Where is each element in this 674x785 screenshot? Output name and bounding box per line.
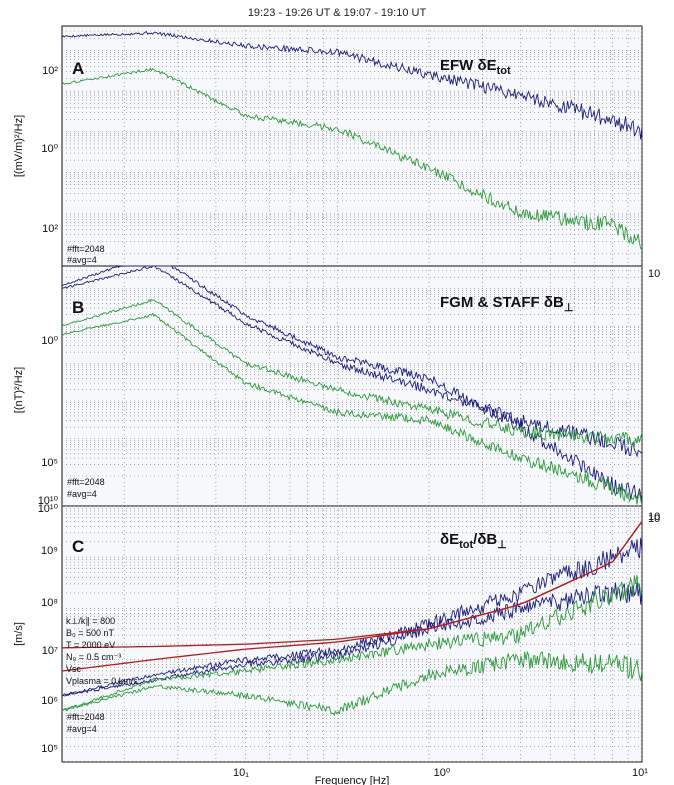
panel-b-series: [61, 265, 643, 506]
panel-c-ylabel: [m/s]: [13, 622, 25, 646]
panel-a-series-0: [61, 31, 643, 140]
panel-a-ytick-3: 10²: [42, 223, 58, 235]
panel-b-ylabel: [(nT)²/Hz]: [13, 367, 25, 413]
panel-b-label: FGM & STAFF δB⊥: [440, 294, 573, 314]
panel-a: A EFW δEtot [(mV/m)²/Hz] 10² 10⁰ 10² 10 …: [13, 25, 660, 280]
panel-c-series-5: [61, 521, 643, 672]
panel-b-series-1: [61, 265, 643, 458]
panel-c-label-sub: tot: [459, 539, 473, 551]
panel-b-ytick-1: 10⁰: [41, 335, 58, 347]
panel-a-ylabel: [(mV/m)²/Hz]: [13, 115, 25, 177]
figure-title: 19:23 - 19:26 UT & 19:07 - 19:10 UT: [248, 7, 427, 19]
panel-a-label-sub: tot: [497, 65, 511, 77]
panel-c-param-2: B₀ = 500 nT: [66, 628, 115, 638]
panel-c-series-2: [61, 575, 643, 712]
panel-a-corner-tick: 10: [648, 268, 660, 280]
panel-a-note-2: #avg=4: [67, 255, 97, 265]
x-tick-3: 10¹: [632, 767, 648, 779]
panel-c-param-6: Vplasma = 0 km/s: [66, 676, 138, 686]
panel-c-label-sub2: ⊥: [497, 539, 507, 551]
panel-c-label: δEtot/δB⊥: [440, 531, 507, 551]
panel-b-corner-tick: 10: [648, 511, 660, 523]
panel-c-ytick-3: 10⁸: [41, 597, 58, 609]
panel-b-ytick-2: 10⁵: [41, 457, 58, 469]
panel-b-series-2: [61, 298, 643, 447]
panel-c-letter: C: [72, 537, 84, 556]
panel-c-series: [61, 521, 643, 716]
panel-a-ytick-1: 10²: [42, 65, 58, 77]
panel-c-ytick-5: 10⁶: [41, 695, 58, 707]
panel-c-ytick-4: 10⁷: [42, 645, 58, 657]
x-axis-label: Frequency [Hz]: [315, 775, 390, 785]
panel-b-note-1: #fft=2048: [67, 477, 105, 487]
panel-c-grid: [62, 505, 643, 763]
panel-c-ytick-1: 10¹⁰: [38, 503, 59, 515]
panel-c-series-3: [61, 650, 643, 716]
panel-c-param-4: N₀ = 0.5 cm⁻³: [66, 652, 121, 662]
panel-c-label-mid: /δB: [473, 531, 497, 548]
panel-c-label-main: δE: [440, 531, 459, 548]
panel-c: C δEtot/δB⊥ [m/s] 10¹⁰ 10⁹ 10⁸ 10⁷ 10⁶ 1…: [13, 503, 660, 763]
panel-b: B FGM & STAFF δB⊥ [(nT)²/Hz] 10⁰ 10⁵ 10¹…: [13, 265, 660, 523]
panel-b-series-3: [61, 312, 643, 506]
panel-b-letter: B: [72, 298, 84, 317]
panel-a-series: [61, 31, 643, 250]
x-tick-2: 10⁰: [434, 767, 451, 779]
panel-b-series-0: [61, 265, 643, 504]
panel-c-series-0: [61, 537, 643, 697]
panel-a-ytick-2: 10⁰: [41, 143, 58, 155]
panel-a-letter: A: [72, 59, 84, 78]
panel-b-ytick-3: 10¹⁰: [38, 495, 59, 507]
panel-b-label-main: FGM & STAFF δB: [440, 294, 564, 311]
panel-a-frame: [61, 25, 643, 267]
panel-c-corner-tick: 10: [648, 513, 660, 525]
panel-a-label-main: EFW δE: [440, 57, 497, 74]
panel-c-ytick-2: 10⁹: [41, 545, 58, 557]
panel-a-grid: [62, 26, 643, 266]
panel-a-series-1: [61, 67, 643, 250]
panel-c-param-5: Vsc: [66, 664, 82, 674]
panel-a-label: EFW δEtot: [440, 57, 511, 77]
panel-c-frame: [61, 505, 643, 763]
x-tick-1: 10₁: [233, 767, 249, 779]
panel-c-param-1: k⊥/k∥ = 800: [66, 616, 115, 626]
panel-c-param-3: T = 2000 eV: [66, 640, 115, 650]
panel-c-ytick-6: 10⁵: [41, 743, 58, 755]
panel-b-grid: [62, 266, 643, 506]
panel-b-note-2: #avg=4: [67, 489, 97, 499]
panel-a-note-1: #fft=2048: [67, 244, 105, 254]
panel-b-label-sub: ⊥: [564, 302, 574, 314]
panel-c-note-1: #fft=2048: [67, 712, 105, 722]
panel-c-note-2: #avg=4: [67, 724, 97, 734]
